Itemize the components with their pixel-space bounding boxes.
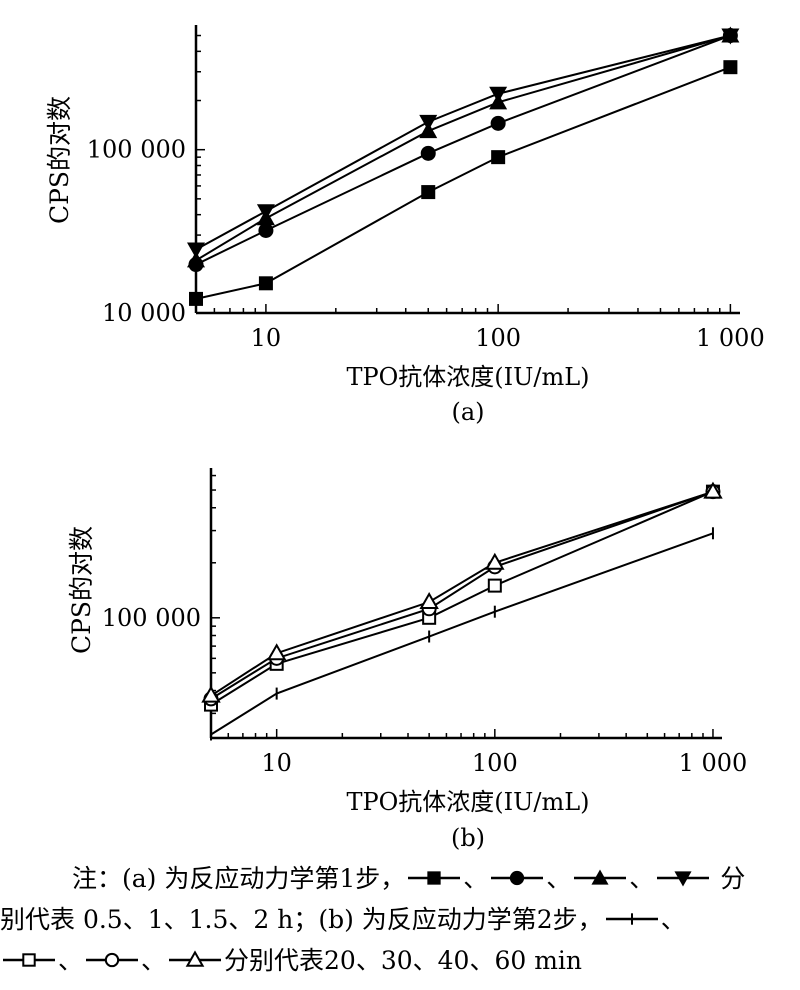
data-point-filled-circle: [420, 145, 436, 161]
data-point-open-triangle: [266, 643, 287, 661]
data-point-filled-circle: [490, 115, 506, 131]
legend-key-graphic: [605, 913, 658, 925]
legend-key-open-square: [0, 946, 58, 975]
x-tick-label: 10: [261, 749, 292, 777]
legend-key-graphic: [491, 870, 544, 886]
y-tick-label: 100 000: [87, 136, 186, 164]
series-line-filled-square: [195, 66, 731, 300]
data-point-open-triangle: [703, 481, 723, 499]
data-point-filled-triangle-down: [721, 28, 740, 45]
legend-key-open-triangle: [166, 946, 224, 975]
legend-key-marker: [591, 869, 609, 885]
data-point-open-square: [487, 578, 502, 593]
legend-key-filled-square: [405, 864, 463, 893]
data-point-open-triangle: [485, 552, 505, 570]
panel-label-b: (b): [451, 824, 485, 852]
note-text-2: 别代表 0.5、1、1.5、2 h；(b) 为反应动力学第2步，: [0, 905, 603, 934]
data-point-filled-triangle-down: [256, 204, 275, 221]
legend-key-graphic: [574, 869, 627, 885]
legend-key-filled-circle: [488, 864, 546, 893]
legend-key-graphic: [657, 871, 710, 887]
data-point-filled-triangle-up: [187, 251, 205, 268]
chart-panel-a: 10 100 1 000 10 000 100 000 CPS的对数 TPO抗体浓度(I…: [45, 25, 765, 426]
legend-key-graphic: [86, 952, 139, 968]
x-tick-label: 1 000: [679, 749, 748, 777]
note-sep: 、: [141, 946, 167, 975]
note-line-2: 别代表 0.5、1、1.5、2 h；(b) 为反应动力学第2步， 、: [0, 899, 800, 940]
legend-key-filled-triangle-down: [654, 864, 712, 893]
plot-area-b: 10 100 1 000 100 000: [102, 468, 748, 777]
note-sep: 、: [546, 864, 572, 893]
plot-area-a: 10 100 1 000 10 000 100 000: [87, 25, 765, 352]
data-point-open-triangle: [419, 592, 439, 610]
legend-key-plus: [603, 905, 661, 934]
legend-key-open-circle: [83, 946, 141, 975]
legend-key-marker: [510, 870, 525, 886]
legend-key-marker: [674, 871, 692, 887]
y-axis-label-b: CPS的对数: [67, 526, 96, 654]
x-axis-label-a: TPO抗体浓度(IU/mL): [346, 363, 589, 391]
note-text-1: 注：(a) 为反应动力学第1步，: [72, 864, 406, 893]
x-tick-label: 100: [475, 324, 521, 352]
series-line-plus: [210, 532, 714, 736]
series-line-filled-triangle-down: [195, 34, 731, 251]
x-tick-label: 100: [472, 749, 518, 777]
legend-key-graphic: [408, 871, 461, 885]
data-point-filled-triangle-down: [187, 242, 205, 259]
data-point-filled-triangle-down: [489, 86, 508, 103]
series-line-open-circle: [210, 490, 714, 700]
data-point-filled-square: [421, 185, 436, 200]
series-line-open-square: [210, 490, 714, 706]
legend-key-graphic: [3, 953, 55, 967]
x-tick-label: 1 000: [696, 324, 765, 352]
note-text-1-suffix: 分: [720, 864, 746, 893]
legend-key-filled-triangle-up: [571, 864, 629, 893]
series-line-filled-circle: [195, 34, 731, 266]
data-point-filled-circle: [258, 222, 274, 238]
note-sep: 、: [629, 864, 655, 893]
legend-key-marker: [185, 950, 205, 967]
y-tick-label: 10 000: [102, 299, 186, 327]
note-line-1: 注：(a) 为反应动力学第1步， 、 、 、 分: [0, 858, 800, 899]
note-text-2-suffix: 、: [660, 905, 686, 934]
legend-key-marker: [427, 871, 441, 885]
y-tick-label: 100 000: [102, 604, 201, 632]
figure-note: 注：(a) 为反应动力学第1步，、、、分 别代表 0.5、1、1.5、2 h；(…: [0, 858, 800, 981]
data-point-open-triangle: [201, 685, 221, 703]
note-text-3: 分别代表20、30、40、60 min: [224, 946, 583, 975]
figure: 10 100 1 000 10 000 100 000 CPS的对数 TPO抗体浓度(I…: [45, 25, 765, 852]
x-axis-label-b: TPO抗体浓度(IU/mL): [346, 788, 589, 816]
y-axis-label-a: CPS的对数: [45, 96, 74, 224]
data-point-filled-square: [723, 60, 738, 75]
x-tick-label: 10: [251, 324, 282, 352]
note-line-3: 、 、 分别代表20、30、40、60 min: [0, 940, 800, 981]
data-point-filled-square: [189, 291, 203, 306]
note-sep: 、: [463, 864, 489, 893]
data-point-filled-square: [491, 150, 506, 165]
note-sep: 、: [58, 946, 84, 975]
data-point-filled-triangle-down: [419, 114, 438, 131]
legend-key-graphic: [169, 950, 222, 967]
data-point-filled-square: [258, 276, 273, 291]
legend-key-marker: [22, 953, 36, 967]
panel-label-a: (a): [451, 398, 484, 426]
legend-key-marker: [104, 952, 120, 968]
series-line-open-triangle: [210, 490, 714, 697]
